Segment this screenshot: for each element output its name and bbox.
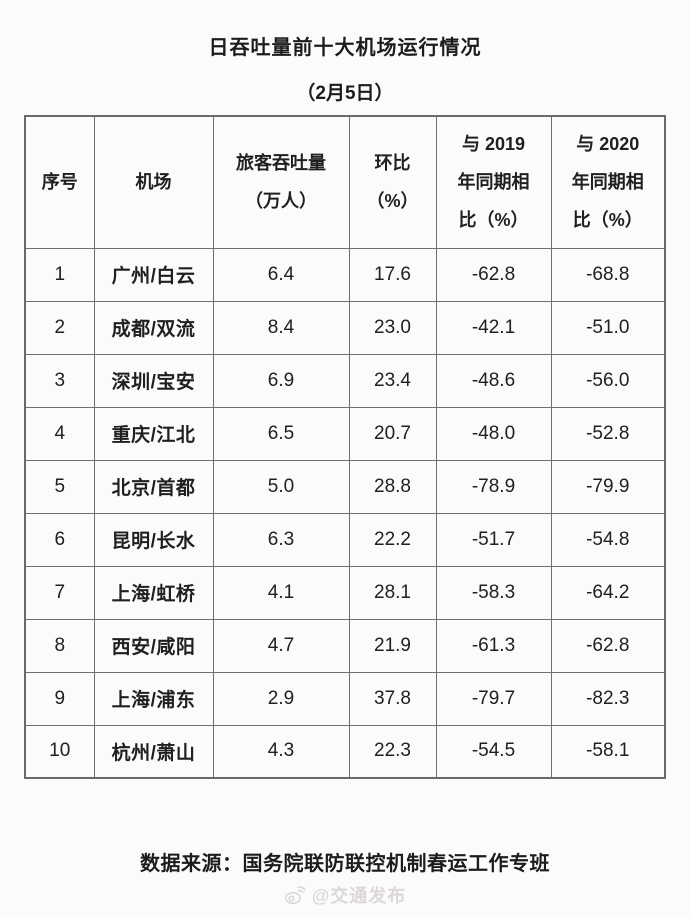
cell-vs2020: -51.0 <box>550 300 666 355</box>
cell-throughput: 6.4 <box>212 247 350 302</box>
header-line: 比（%） <box>572 210 643 231</box>
cell-rank: 9 <box>24 671 95 726</box>
header-line: 旅客吞吐量 <box>236 153 326 174</box>
cell-vs2020: -56.0 <box>550 353 666 408</box>
cell-rank: 3 <box>24 353 95 408</box>
cell-vs2019: -48.6 <box>435 353 552 408</box>
cell-vs2020: -52.8 <box>550 406 666 461</box>
cell-airport: 广州/白云 <box>93 247 214 302</box>
cell-rank: 8 <box>24 618 95 673</box>
cell-throughput: 5.0 <box>212 459 350 514</box>
cell-rank: 6 <box>24 512 95 567</box>
cell-rank: 10 <box>24 724 95 779</box>
cell-vs2019: -48.0 <box>435 406 552 461</box>
header-line: 与 2019 <box>461 134 526 155</box>
header-line: （万人） <box>245 191 317 212</box>
cell-vs2019: -54.5 <box>435 724 552 779</box>
cell-airport: 上海/浦东 <box>93 671 214 726</box>
page-subtitle: （2月5日） <box>296 83 394 104</box>
table-row: 6 昆明/长水 6.3 22.2 -51.7 -54.8 <box>24 512 666 567</box>
cell-vs2019: -42.1 <box>435 300 552 355</box>
cell-vs2019: -51.7 <box>435 512 552 567</box>
table-row: 8 西安/咸阳 4.7 21.9 -61.3 -62.8 <box>24 618 666 673</box>
cell-mom: 28.8 <box>348 459 437 514</box>
cell-vs2020: -54.8 <box>550 512 666 567</box>
cell-vs2020: -58.1 <box>550 724 666 779</box>
header-line: 比（%） <box>458 210 529 231</box>
cell-airport: 北京/首都 <box>93 459 214 514</box>
cell-vs2020: -64.2 <box>550 565 666 620</box>
cell-vs2020: -68.8 <box>550 247 666 302</box>
cell-mom: 22.2 <box>348 512 437 567</box>
table-header-row: 序号 机场 旅客吞吐量 （万人） 环比 （%） 与 2019 年同期相 比（%）… <box>24 115 666 249</box>
table-row: 4 重庆/江北 6.5 20.7 -48.0 -52.8 <box>24 406 666 461</box>
cell-airport: 西安/咸阳 <box>93 618 214 673</box>
cell-throughput: 4.7 <box>212 618 350 673</box>
header-line: 环比 <box>374 153 411 174</box>
cell-airport: 上海/虹桥 <box>93 565 214 620</box>
table-row: 5 北京/首都 5.0 28.8 -78.9 -79.9 <box>24 459 666 514</box>
cell-airport: 成都/双流 <box>93 300 214 355</box>
header-line: 年同期相 <box>571 172 644 193</box>
cell-rank: 5 <box>24 459 95 514</box>
header-line: 机场 <box>135 172 172 193</box>
table-row: 7 上海/虹桥 4.1 28.1 -58.3 -64.2 <box>24 565 666 620</box>
cell-vs2020: -82.3 <box>550 671 666 726</box>
watermark: @交通发布 <box>0 882 690 908</box>
table-row: 2 成都/双流 8.4 23.0 -42.1 -51.0 <box>24 300 666 355</box>
cell-vs2019: -79.7 <box>435 671 552 726</box>
cell-throughput: 6.3 <box>212 512 350 567</box>
cell-rank: 1 <box>24 247 95 302</box>
watermark-text: @交通发布 <box>311 886 407 906</box>
header-cell-mom: 环比 （%） <box>348 115 437 249</box>
weibo-icon <box>284 885 306 905</box>
cell-throughput: 6.5 <box>212 406 350 461</box>
header-line: （%） <box>366 191 419 212</box>
cell-airport: 杭州/萧山 <box>93 724 214 779</box>
header-cell-throughput: 旅客吞吐量 （万人） <box>212 115 350 249</box>
page-title: 日吞吐量前十大机场运行情况 <box>208 37 482 59</box>
data-source-note: 数据来源：国务院联防联控机制春运工作专班 <box>140 853 550 875</box>
cell-mom: 37.8 <box>348 671 437 726</box>
cell-mom: 23.4 <box>348 353 437 408</box>
cell-throughput: 6.9 <box>212 353 350 408</box>
table-row: 10 杭州/萧山 4.3 22.3 -54.5 -58.1 <box>24 724 666 779</box>
header-cell-rank: 序号 <box>24 115 95 249</box>
header-cell-airport: 机场 <box>93 115 214 249</box>
cell-mom: 21.9 <box>348 618 437 673</box>
cell-vs2019: -62.8 <box>435 247 552 302</box>
cell-throughput: 4.3 <box>212 724 350 779</box>
header-cell-vs2020: 与 2020 年同期相 比（%） <box>550 115 666 249</box>
table-row: 9 上海/浦东 2.9 37.8 -79.7 -82.3 <box>24 671 666 726</box>
cell-rank: 7 <box>24 565 95 620</box>
cell-mom: 17.6 <box>348 247 437 302</box>
cell-rank: 2 <box>24 300 95 355</box>
cell-throughput: 4.1 <box>212 565 350 620</box>
cell-throughput: 2.9 <box>212 671 350 726</box>
cell-vs2020: -62.8 <box>550 618 666 673</box>
header-line: 序号 <box>41 172 78 193</box>
header-line: 与 2020 <box>576 134 640 155</box>
cell-airport: 昆明/长水 <box>93 512 214 567</box>
cell-vs2019: -61.3 <box>435 618 552 673</box>
cell-vs2020: -79.9 <box>550 459 666 514</box>
cell-mom: 23.0 <box>348 300 437 355</box>
cell-mom: 20.7 <box>348 406 437 461</box>
cell-mom: 22.3 <box>348 724 437 779</box>
cell-airport: 深圳/宝安 <box>93 353 214 408</box>
cell-throughput: 8.4 <box>212 300 350 355</box>
airports-table: 序号 机场 旅客吞吐量 （万人） 环比 （%） 与 2019 年同期相 比（%）… <box>24 115 666 779</box>
cell-vs2019: -78.9 <box>435 459 552 514</box>
cell-rank: 4 <box>24 406 95 461</box>
cell-airport: 重庆/江北 <box>93 406 214 461</box>
table-row: 1 广州/白云 6.4 17.6 -62.8 -68.8 <box>24 247 666 302</box>
cell-mom: 28.1 <box>348 565 437 620</box>
cell-vs2019: -58.3 <box>435 565 552 620</box>
header-cell-vs2019: 与 2019 年同期相 比（%） <box>435 115 552 249</box>
header-line: 年同期相 <box>457 172 530 193</box>
table-row: 3 深圳/宝安 6.9 23.4 -48.6 -56.0 <box>24 353 666 408</box>
